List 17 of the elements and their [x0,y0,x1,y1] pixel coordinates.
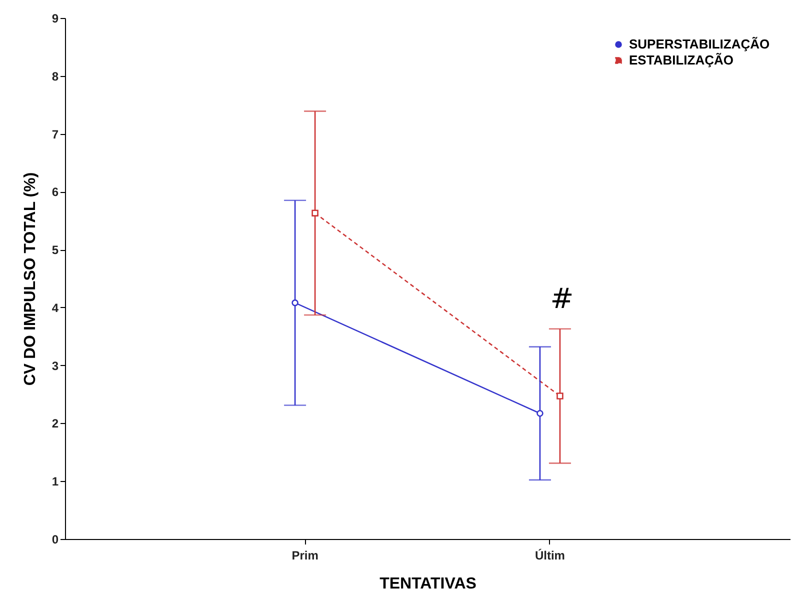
y-tick-label: 8 [52,69,59,84]
x-axis-title: TENTATIVAS [380,576,477,592]
y-tick-label: 2 [52,416,59,431]
x-tick-label: Últim [534,548,565,562]
legend-label: ESTABILIZAÇÃO [629,52,734,68]
x-tick-label: Prim [292,548,318,562]
y-axis-title: CV DO IMPULSO TOTAL (%) [22,172,39,386]
y-tick-label: 3 [52,358,59,373]
y-tick-label: 6 [52,185,59,200]
y-tick-label: 9 [52,12,59,26]
y-tick-label: 7 [52,127,59,142]
y-tick-label: 0 [52,532,59,546]
y-tick-label: 4 [52,300,59,315]
y-tick-label: 1 [52,474,59,489]
y-tick-label: 5 [52,243,59,258]
legend-label: SUPERSTABILIZAÇÃO [629,36,770,52]
annotation: # [550,282,574,315]
